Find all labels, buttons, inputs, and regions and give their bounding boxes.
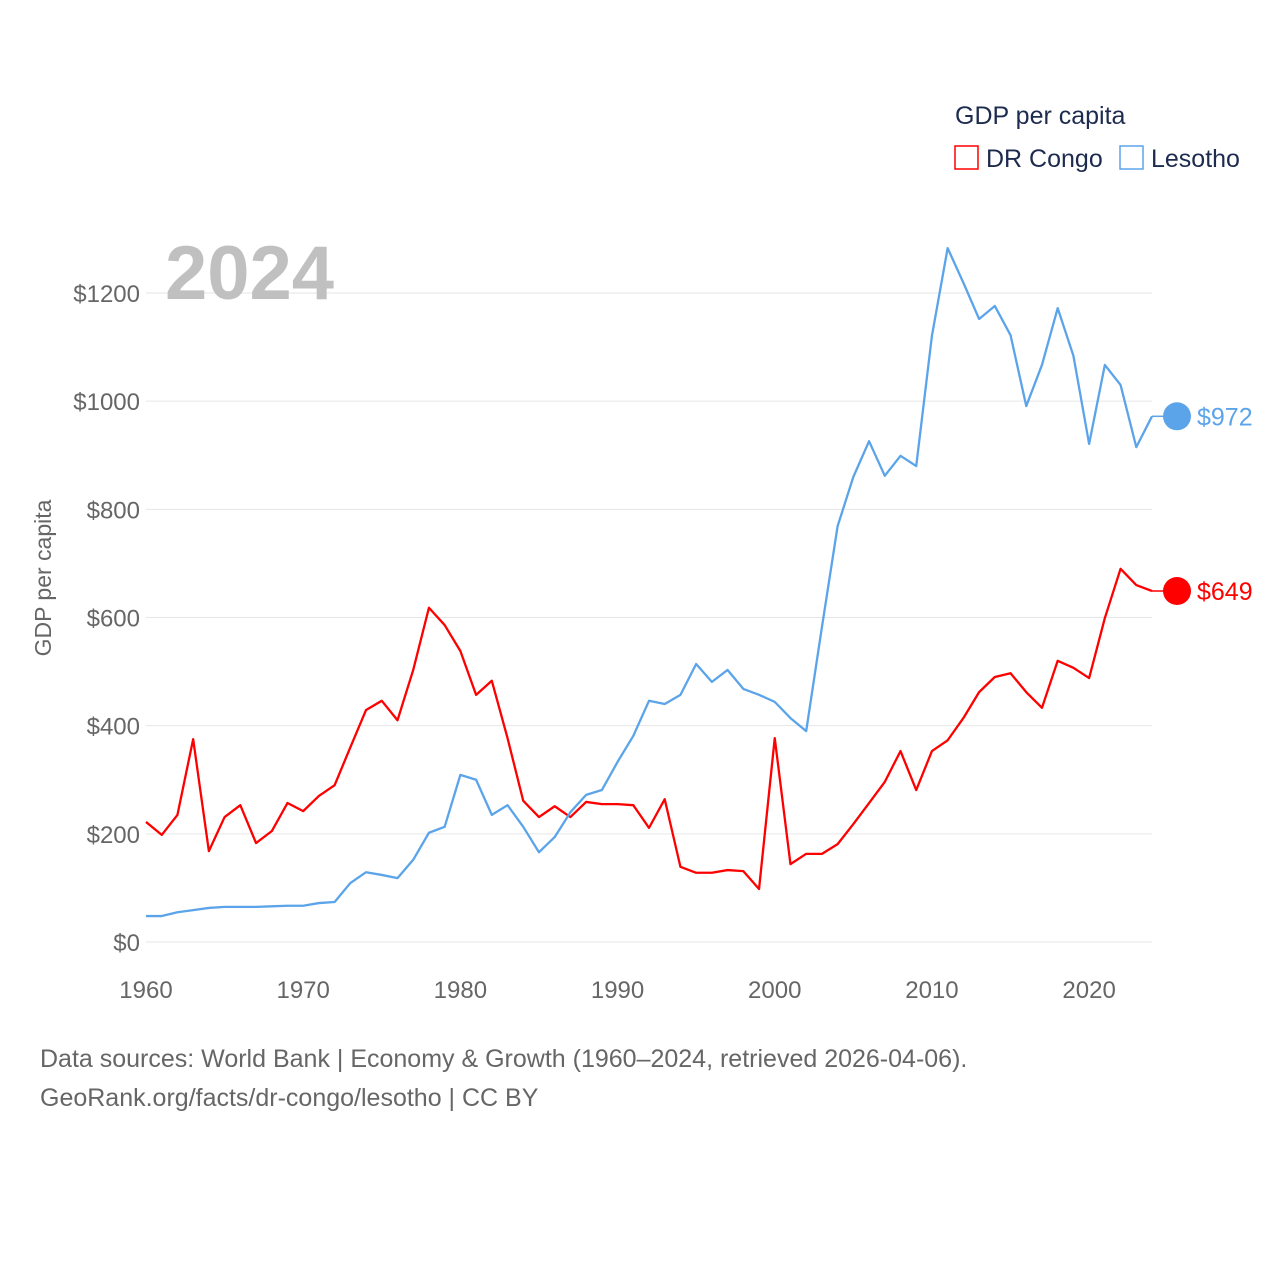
x-tick-label: 2020 <box>1062 977 1115 1004</box>
x-tick-label: 1980 <box>434 977 487 1004</box>
year-watermark: 2024 <box>165 231 334 316</box>
y-tick-label: $400 <box>87 714 140 741</box>
footer-sources: Data sources: World Bank | Economy & Gro… <box>40 1045 968 1073</box>
y-axis-label: GDP per capita <box>30 499 56 656</box>
end-value-label: $649 <box>1197 578 1253 606</box>
y-tick-label: $1000 <box>73 389 140 416</box>
y-tick-label: $800 <box>87 497 140 524</box>
legend-label: DR Congo <box>986 145 1103 173</box>
x-tick-label: 1990 <box>591 977 644 1004</box>
x-tick-label: 2000 <box>748 977 801 1004</box>
y-tick-label: $200 <box>87 822 140 849</box>
y-tick-label: $600 <box>87 606 140 633</box>
series-line-lesotho <box>146 246 1154 918</box>
y-tick-label: $0 <box>113 930 140 957</box>
flag-icon <box>1163 402 1191 431</box>
legend-swatch-lesotho <box>1119 145 1144 170</box>
legend-title: GDP per capita <box>955 102 1126 130</box>
y-tick-label: $1200 <box>73 281 140 308</box>
footer-link[interactable]: GeoRank.org/facts/dr-congo/lesotho | CC … <box>40 1084 539 1112</box>
legend-label: Lesotho <box>1151 145 1240 173</box>
x-tick-label: 1970 <box>276 977 329 1004</box>
x-tick-label: 2010 <box>905 977 958 1004</box>
legend-swatch-dr-congo <box>954 145 979 170</box>
x-tick-label: 1960 <box>119 977 172 1004</box>
end-value-label: $972 <box>1197 403 1253 431</box>
flag-icon <box>1163 576 1191 605</box>
series-line-dr-congo <box>145 567 1153 891</box>
